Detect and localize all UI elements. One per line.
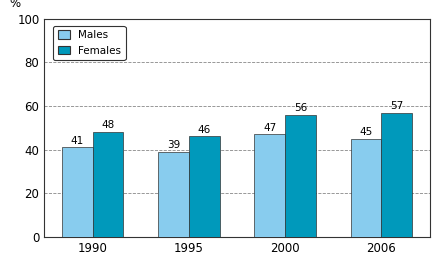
- Bar: [285, 115, 316, 237]
- Bar: [158, 152, 189, 237]
- Text: %: %: [10, 0, 21, 10]
- Text: 57: 57: [390, 101, 404, 111]
- Text: 56: 56: [294, 103, 307, 113]
- Bar: [62, 147, 93, 237]
- Text: 47: 47: [263, 123, 276, 133]
- Bar: [254, 134, 285, 237]
- Text: 45: 45: [359, 127, 373, 137]
- Bar: [381, 112, 412, 237]
- Text: 48: 48: [101, 121, 115, 130]
- Text: 39: 39: [167, 140, 180, 150]
- Bar: [189, 136, 220, 237]
- Bar: [350, 139, 381, 237]
- Text: 41: 41: [70, 136, 84, 146]
- Text: 46: 46: [198, 125, 211, 135]
- Legend: Males, Females: Males, Females: [53, 26, 125, 60]
- Bar: [93, 132, 124, 237]
